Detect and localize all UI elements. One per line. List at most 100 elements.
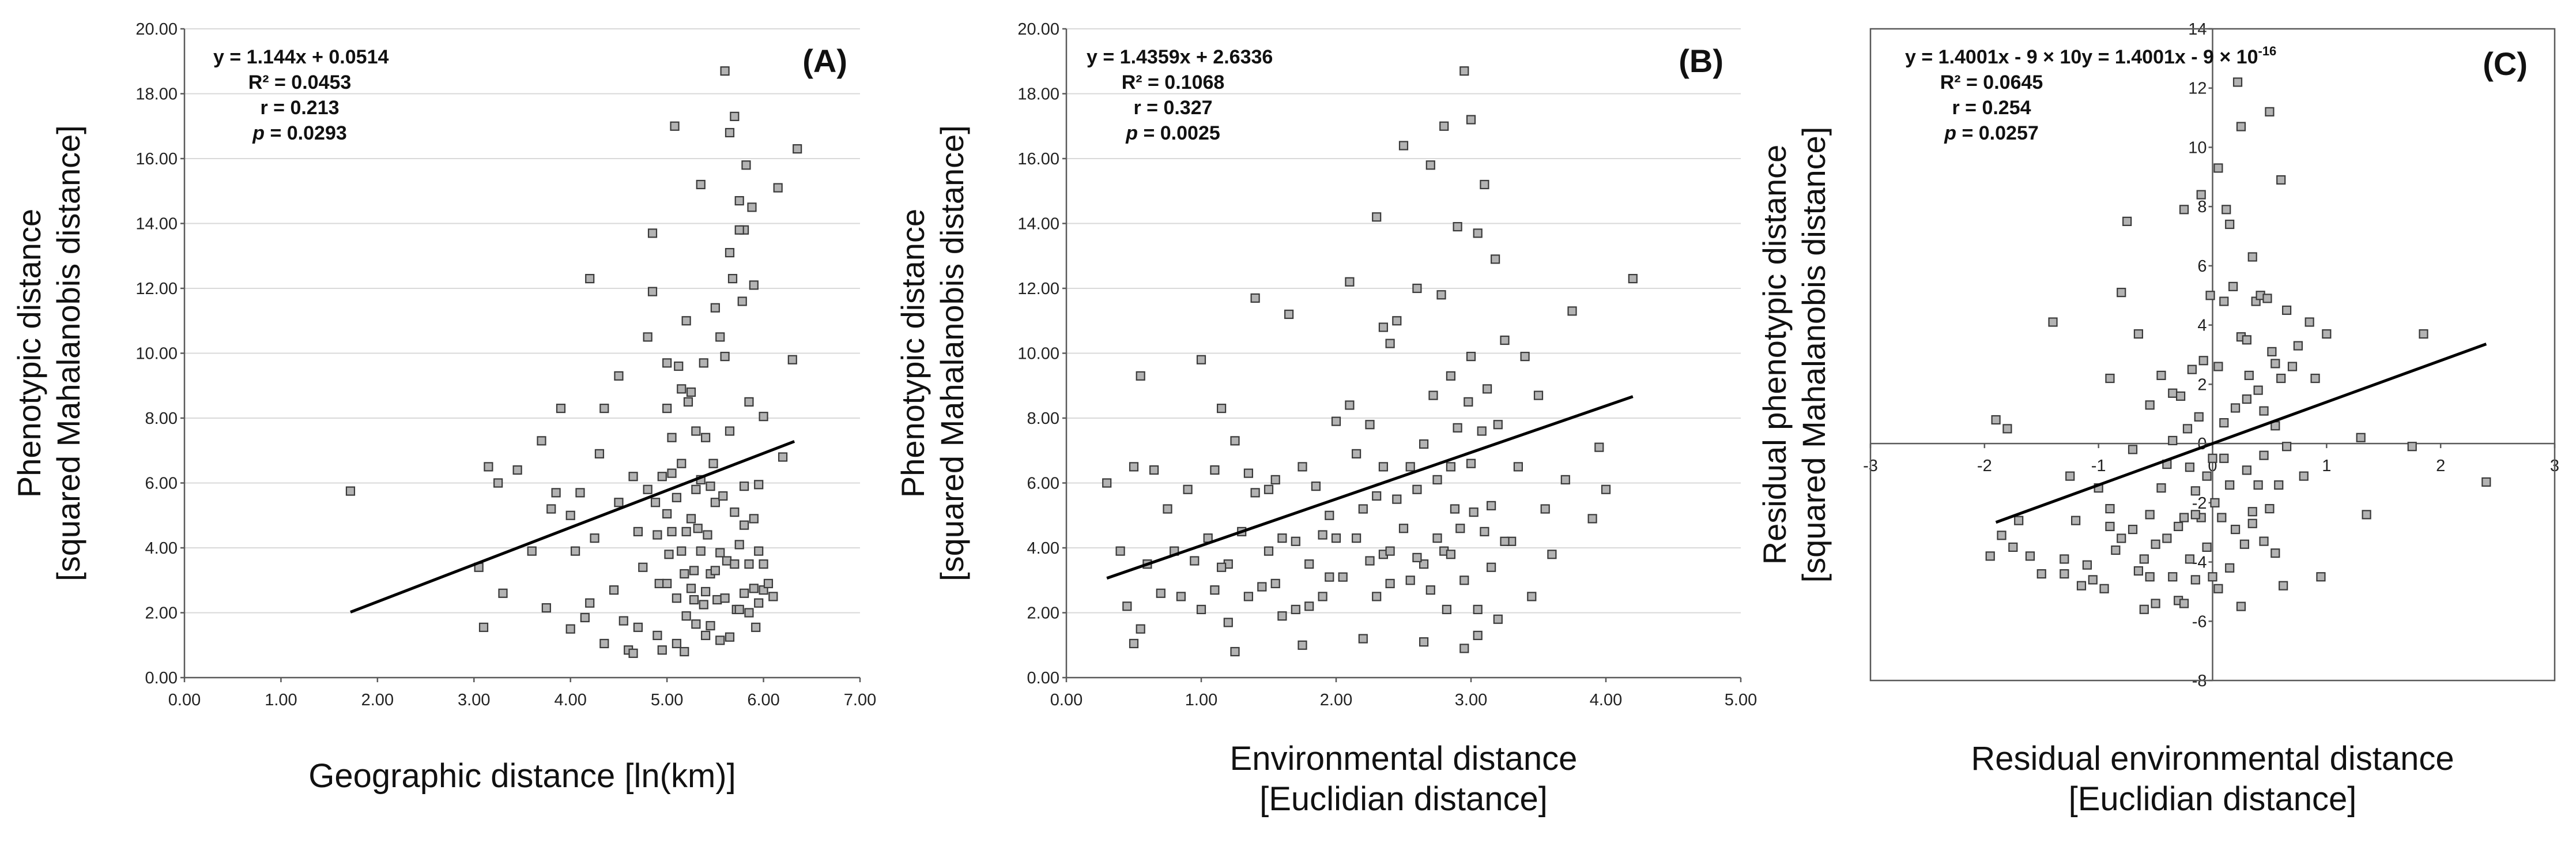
data-point — [585, 274, 595, 284]
data-point — [683, 397, 693, 407]
data-point — [643, 332, 653, 342]
data-point — [2322, 329, 2332, 339]
data-point — [1102, 478, 1112, 488]
data-point — [2262, 294, 2272, 303]
data-point — [768, 592, 778, 601]
data-point — [2105, 503, 2115, 514]
data-point — [1450, 504, 1460, 514]
data-point — [657, 472, 667, 482]
data-point — [1318, 530, 1327, 540]
y-tick-label: 4.00 — [145, 539, 178, 558]
data-point — [759, 559, 768, 569]
data-point — [2065, 471, 2075, 481]
data-point — [739, 482, 749, 491]
data-point — [662, 404, 672, 413]
data-point — [693, 524, 703, 533]
data-point — [2008, 542, 2018, 552]
data-point — [1378, 322, 1388, 332]
data-point — [1473, 228, 1483, 238]
data-point — [2179, 599, 2189, 608]
data-point — [706, 621, 715, 631]
data-point — [2276, 373, 2286, 383]
data-point — [2187, 364, 2197, 374]
data-point — [1464, 397, 1473, 407]
data-point — [643, 484, 653, 494]
p-value-text: p = 0.0293 — [252, 122, 347, 144]
data-point — [1115, 546, 1125, 556]
y-axis-title: Residual phenotypic distance — [1756, 145, 1793, 565]
data-point — [749, 584, 759, 593]
data-point — [2253, 385, 2263, 395]
data-point — [2270, 359, 2280, 369]
data-point — [1997, 531, 2007, 540]
y-tick-label: 6.00 — [1027, 475, 1059, 493]
data-point — [2179, 205, 2189, 215]
data-point — [614, 498, 624, 507]
data-point — [1352, 533, 1361, 543]
data-point — [710, 303, 720, 313]
data-point — [1311, 482, 1321, 491]
data-point — [2036, 569, 2046, 579]
data-point — [575, 488, 585, 498]
data-point — [647, 287, 658, 296]
data-point — [1446, 462, 1455, 472]
data-point — [681, 611, 691, 621]
data-point — [1163, 504, 1172, 514]
data-point — [1446, 371, 1455, 381]
data-point — [1345, 400, 1355, 410]
data-point — [1432, 475, 1442, 484]
data-point — [2198, 356, 2208, 366]
data-point — [653, 530, 662, 540]
data-point — [1419, 637, 1429, 647]
data-point — [2139, 554, 2149, 564]
data-point — [1482, 384, 1492, 394]
data-point — [1985, 551, 1995, 561]
y-axis-title: Phenotypic distance — [11, 209, 47, 498]
x-tick-label: 5.00 — [651, 691, 683, 709]
data-point — [1455, 524, 1465, 533]
data-point — [1136, 624, 1145, 634]
data-point — [689, 595, 699, 605]
data-point — [667, 468, 677, 478]
p-value: = 0.0257 — [1956, 122, 2039, 144]
data-point — [2205, 291, 2215, 300]
data-point — [1378, 462, 1388, 472]
data-point — [2281, 442, 2292, 452]
data-point — [2133, 566, 2144, 576]
y-tick-label: 12 — [2188, 80, 2207, 98]
data-point — [1473, 604, 1483, 614]
data-point — [1270, 475, 1280, 484]
p-value: = 0.0025 — [1138, 122, 1220, 144]
data-point — [2128, 445, 2138, 454]
data-point — [1196, 604, 1206, 614]
data-point — [1122, 601, 1132, 611]
data-point — [734, 604, 744, 614]
data-point — [1405, 462, 1415, 472]
data-point — [696, 179, 706, 190]
y-tick-label: 8 — [2197, 198, 2207, 216]
x-tick-label: 2.00 — [1320, 691, 1352, 709]
r-squared-text: R² = 0.0453 — [248, 72, 352, 93]
data-point — [1385, 578, 1395, 588]
x-tick-label: 2 — [2436, 457, 2445, 475]
data-point — [614, 371, 624, 381]
data-point — [541, 603, 551, 613]
data-point — [1325, 572, 1334, 582]
data-point — [1250, 488, 1260, 498]
data-point — [662, 578, 672, 588]
data-point — [527, 546, 537, 556]
data-point — [2145, 510, 2155, 520]
data-point — [1230, 436, 1240, 446]
trend-line — [1995, 343, 2487, 524]
data-point — [1250, 293, 1260, 303]
data-point — [670, 121, 680, 131]
data-point — [2225, 219, 2235, 230]
data-point — [1325, 510, 1334, 520]
data-point — [2242, 335, 2251, 345]
x-tick-label: 4.00 — [554, 691, 586, 709]
data-point — [686, 584, 696, 593]
data-point — [657, 645, 667, 655]
y-tick-label: 12.00 — [135, 280, 178, 298]
data-point — [2217, 513, 2227, 522]
p-value: = 0.0293 — [265, 122, 347, 144]
